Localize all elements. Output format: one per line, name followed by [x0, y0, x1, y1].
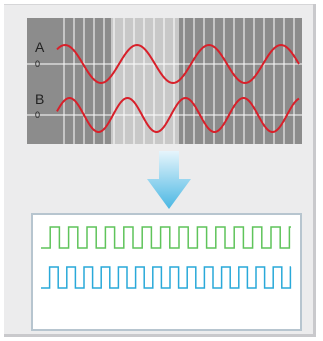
zero-label-a: 0 [35, 59, 41, 69]
channel-b-label: B [35, 91, 45, 107]
square-wave-a [41, 226, 291, 249]
zero-label-b: 0 [35, 110, 41, 120]
analog-waveform-plot [27, 18, 302, 144]
sine-wave-b [56, 97, 300, 133]
sine-wave-a [56, 43, 300, 85]
square-wave-plot [41, 226, 292, 289]
square-wave-b [41, 266, 292, 289]
down-arrow-icon [147, 151, 191, 216]
frame-divider [4, 4, 313, 5]
scope-grid [63, 18, 295, 144]
analog-signal-panel: A 0 B 0 [27, 18, 302, 144]
channel-a-label: A [35, 39, 45, 55]
digital-signal-panel [31, 213, 302, 331]
